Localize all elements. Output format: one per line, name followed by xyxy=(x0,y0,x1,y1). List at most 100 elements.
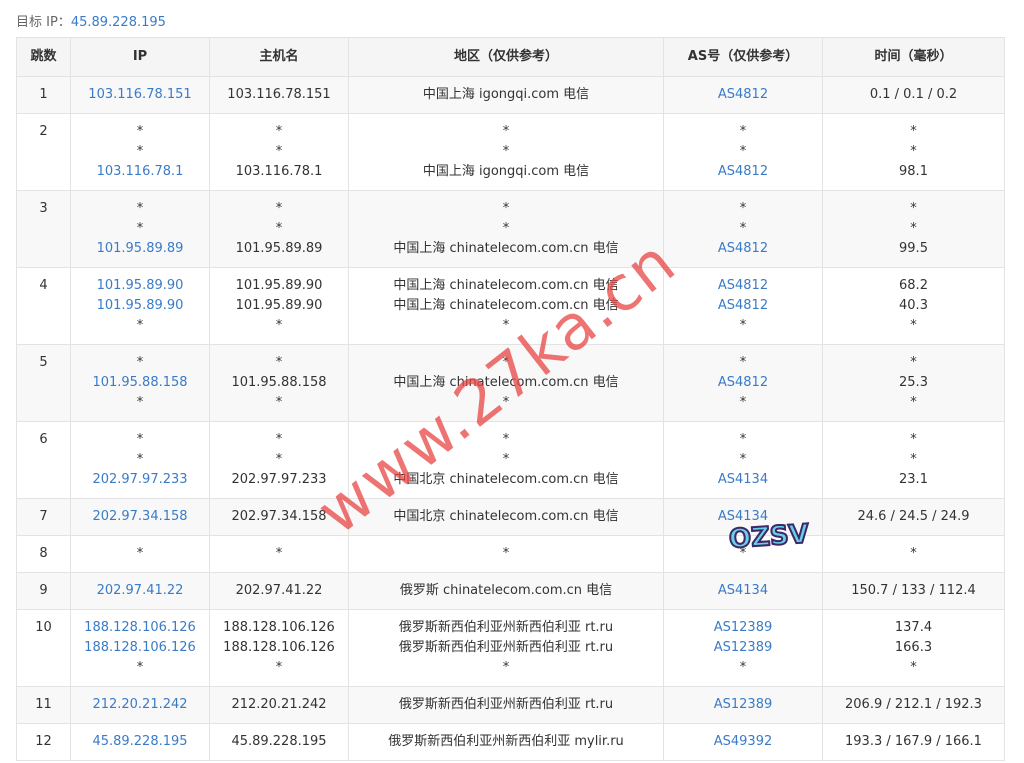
host-text: 101.95.89.90 xyxy=(235,278,323,293)
ip-text[interactable]: 101.95.88.158 xyxy=(92,375,188,390)
time-cell: 193.3 / 167.9 / 166.1 xyxy=(822,723,1005,761)
time-text: 193.3 / 167.9 / 166.1 xyxy=(845,734,982,749)
as-text[interactable]: AS4812 xyxy=(717,87,769,102)
host-text: * xyxy=(275,201,283,216)
host-text: * xyxy=(275,318,283,333)
as-cell: * * AS4812 xyxy=(663,190,823,268)
region-cell: 俄罗斯新西伯利亚州新西伯利亚 rt.ru xyxy=(348,686,664,724)
ip-text: * xyxy=(136,318,144,333)
as-text[interactable]: AS4812 xyxy=(717,298,769,313)
time-text: * xyxy=(910,355,917,370)
table-row: 3 * * 101.95.89.89 * * 101.95.89.89 * * 中国上海 chin… xyxy=(16,190,1005,268)
as-text[interactable]: AS4812 xyxy=(717,375,769,390)
table-row: 12 45.89.228.195 45.89.228.195 俄罗斯新西伯利亚州新西伯… xyxy=(16,723,1005,761)
host-text: 101.95.89.89 xyxy=(235,241,323,256)
region-text: 中国上海 igongqi.com 电信 xyxy=(422,164,590,179)
hop-text: 4 xyxy=(39,278,48,293)
table-row: 6 * * 202.97.97.233 * * 202.97.97.233 * * 中国北京 ch… xyxy=(16,421,1005,499)
host-cell: * * 101.95.89.89 xyxy=(209,190,349,268)
ip-cell: * * 101.95.89.89 xyxy=(70,190,210,268)
time-text: 206.9 / 212.1 / 192.3 xyxy=(845,697,982,712)
ip-text[interactable]: 103.116.78.1 xyxy=(96,164,184,179)
time-cell: * xyxy=(822,535,1005,573)
region-cell: 中国北京 chinatelecom.com.cn 电信 xyxy=(348,498,664,536)
time-text: 99.5 xyxy=(899,241,928,256)
as-text[interactable]: AS12389 xyxy=(713,697,773,712)
region-cell: * xyxy=(348,535,664,573)
ip-text: * xyxy=(136,395,144,410)
as-text[interactable]: AS4812 xyxy=(717,241,769,256)
time-text: 40.3 xyxy=(899,298,928,313)
time-text: 0.1 / 0.1 / 0.2 xyxy=(869,87,958,102)
table-row: 7 202.97.34.158 202.97.34.158 中国北京 chinatel… xyxy=(16,498,1005,536)
region-text: 俄罗斯新西伯利亚州新西伯利亚 rt.ru xyxy=(398,620,614,635)
region-text: * xyxy=(502,546,510,561)
time-text: * xyxy=(910,124,917,139)
as-cell: * * AS4812 xyxy=(663,113,823,191)
region-text: 中国上海 chinatelecom.com.cn 电信 xyxy=(393,278,619,293)
ip-text: * xyxy=(136,221,144,236)
as-text[interactable]: AS4812 xyxy=(717,278,769,293)
as-text: * xyxy=(668,544,818,564)
hop-text: 1 xyxy=(39,87,48,102)
as-text[interactable]: AS4812 xyxy=(717,164,769,179)
ip-text[interactable]: 202.97.34.158 xyxy=(92,509,188,524)
host-text: * xyxy=(275,221,283,236)
ip-cell: * xyxy=(70,535,210,573)
host-text: * xyxy=(275,452,283,467)
region-text: * xyxy=(502,452,510,467)
host-text: 212.20.21.242 xyxy=(231,697,327,712)
column-header: 跳数 xyxy=(16,37,71,77)
time-text: 24.6 / 24.5 / 24.9 xyxy=(857,509,970,524)
ip-text: * xyxy=(136,546,144,561)
ip-text[interactable]: 202.97.97.233 xyxy=(92,472,188,487)
region-text: 俄罗斯新西伯利亚州新西伯利亚 mylir.ru xyxy=(388,734,624,749)
ip-cell: 103.116.78.151 xyxy=(70,76,210,114)
hop-text: 5 xyxy=(39,355,48,370)
host-text: 188.128.106.126 xyxy=(223,640,335,655)
host-text: 202.97.97.233 xyxy=(231,472,327,487)
ip-text: * xyxy=(136,432,144,447)
ip-text[interactable]: 101.95.89.90 xyxy=(96,278,184,293)
time-cell: 206.9 / 212.1 / 192.3 xyxy=(822,686,1005,724)
region-text: * xyxy=(502,144,510,159)
host-cell: 101.95.89.90 101.95.89.90 * xyxy=(209,267,349,345)
time-text: * xyxy=(910,221,917,236)
ip-text[interactable]: 103.116.78.151 xyxy=(88,87,192,102)
region-text: 中国上海 chinatelecom.com.cn 电信 xyxy=(393,375,619,390)
as-text[interactable]: AS12389 xyxy=(713,620,773,635)
as-text[interactable]: AS4134 xyxy=(717,472,769,487)
region-cell: 中国上海 igongqi.com 电信 xyxy=(348,76,664,114)
hop-text: 6 xyxy=(39,432,48,447)
region-text: 中国上海 chinatelecom.com.cn 电信 xyxy=(393,298,619,313)
ip-text[interactable]: 212.20.21.242 xyxy=(92,697,188,712)
time-text: * xyxy=(910,144,917,159)
ip-text[interactable]: 188.128.106.126 xyxy=(84,620,196,635)
region-text: * xyxy=(502,124,510,139)
as-cell: * xyxy=(663,535,823,573)
ip-text: * xyxy=(136,355,144,370)
time-text: * xyxy=(910,395,917,410)
as-text[interactable]: AS49392 xyxy=(713,734,773,749)
trace-table: 跳数 IP 主机名 地区（仅供参考） AS号（仅供参考） 时间（毫秒） 1 103.116.… xyxy=(16,37,1005,761)
ip-text[interactable]: 202.97.41.22 xyxy=(96,583,184,598)
host-text: 101.95.88.158 xyxy=(231,375,327,390)
host-cell: 202.97.34.158 xyxy=(209,498,349,536)
as-text[interactable]: AS4134 xyxy=(717,509,769,524)
as-cell: AS4812 xyxy=(663,76,823,114)
time-text: 23.1 xyxy=(899,472,928,487)
as-text[interactable]: AS4134 xyxy=(717,583,769,598)
as-text: * xyxy=(739,318,747,333)
ip-text[interactable]: 188.128.106.126 xyxy=(84,640,196,655)
as-text[interactable]: AS12389 xyxy=(713,640,773,655)
as-text: * xyxy=(739,660,747,675)
badge: OZSV xyxy=(726,517,812,557)
host-text: 101.95.89.90 xyxy=(235,298,323,313)
region-cell: * * 中国上海 igongqi.com 电信 xyxy=(348,113,664,191)
ip-text[interactable]: 101.95.89.90 xyxy=(96,298,184,313)
ip-text[interactable]: 101.95.89.89 xyxy=(96,241,184,256)
time-cell: * * 99.5 xyxy=(822,190,1005,268)
hop-text: 7 xyxy=(39,509,48,524)
ip-text[interactable]: 45.89.228.195 xyxy=(92,734,188,749)
as-cell: * * AS4134 xyxy=(663,421,823,499)
